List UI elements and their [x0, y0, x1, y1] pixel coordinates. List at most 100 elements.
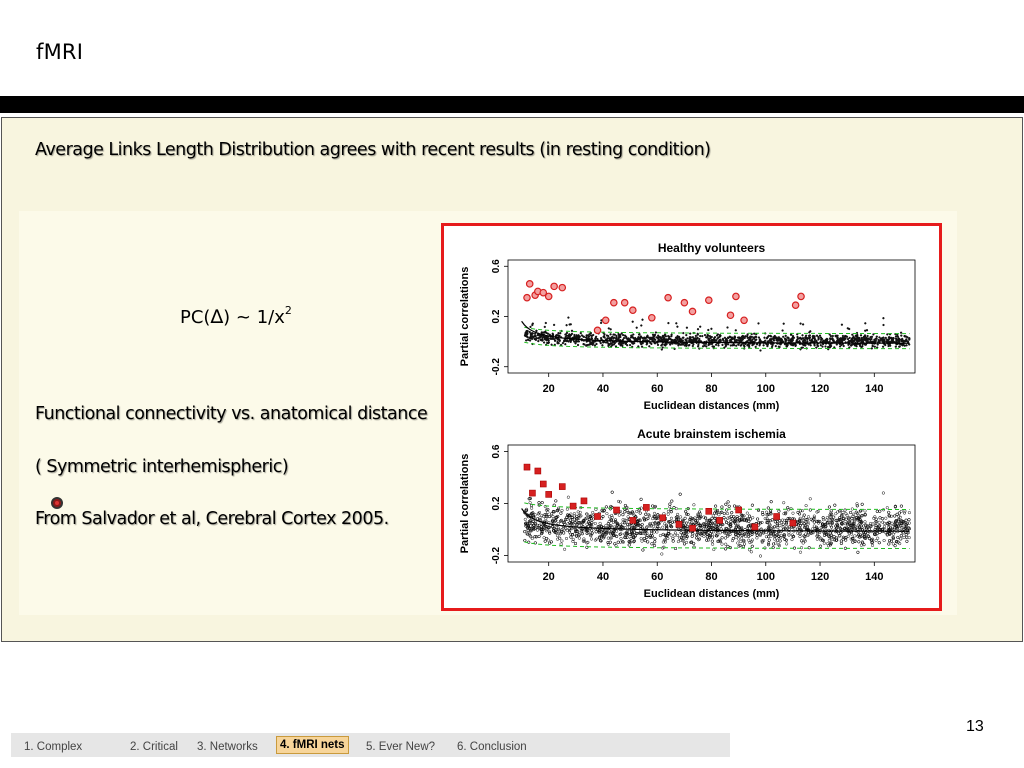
data-point: [648, 336, 652, 340]
data-point: [567, 316, 570, 319]
data-point: [625, 505, 629, 509]
data-point: [881, 345, 885, 348]
data-point: [896, 535, 900, 540]
text-line-symmetric: ( Symmetric interhemispheric): [35, 457, 289, 477]
data-point: [606, 540, 610, 545]
data-point: [874, 517, 878, 521]
data-point: [714, 504, 718, 508]
data-point: [726, 516, 730, 520]
data-point: [773, 537, 777, 541]
data-point: [819, 344, 822, 347]
data-point: [580, 530, 584, 534]
data-point: [725, 508, 729, 512]
data-point: [688, 343, 691, 347]
data-point: [799, 336, 802, 339]
data-point: [558, 532, 562, 536]
data-point: [830, 517, 834, 522]
data-point: [547, 525, 551, 529]
data-point: [856, 550, 860, 554]
data-point: [621, 333, 625, 337]
data-point: [748, 338, 752, 341]
data-point: [836, 336, 839, 339]
data-point: [769, 509, 773, 513]
data-point: [622, 336, 626, 340]
data-point: [585, 516, 589, 520]
data-point: [846, 337, 850, 341]
data-point: [560, 529, 564, 533]
nav-item-complex[interactable]: 1. Complex: [24, 741, 83, 753]
data-point: [653, 334, 656, 337]
data-point: [841, 511, 845, 515]
data-point: [710, 516, 714, 520]
data-point: [740, 343, 743, 346]
data-point: [744, 534, 748, 538]
data-point: [578, 510, 582, 514]
data-point: [815, 519, 819, 523]
data-point: [697, 343, 700, 347]
data-point: [895, 339, 898, 342]
data-point: [827, 534, 831, 538]
data-point: [646, 516, 650, 520]
data-point: [722, 511, 726, 516]
data-point: [882, 323, 885, 327]
data-point: [667, 321, 670, 325]
data-point: [684, 509, 688, 514]
data-point: [880, 517, 885, 521]
data-point: [782, 322, 785, 325]
nav-item-networks[interactable]: 3. Networks: [197, 741, 258, 753]
data-point: [628, 343, 632, 347]
data-point: [870, 543, 875, 547]
data-point: [828, 518, 832, 522]
data-point: [640, 345, 644, 348]
data-point: [855, 504, 859, 508]
nav-item-ever-new[interactable]: 5. Ever New?: [366, 741, 436, 753]
data-point: [605, 512, 609, 516]
data-point: [566, 339, 569, 342]
data-point: [728, 532, 732, 537]
data-point: [567, 514, 571, 518]
data-point: [864, 343, 867, 346]
data-point: [812, 515, 816, 520]
data-point: [850, 339, 853, 342]
data-point: [614, 337, 618, 340]
data-point: [840, 521, 844, 525]
data-point: [898, 345, 901, 348]
data-point: [561, 341, 565, 345]
data-point: [893, 523, 898, 527]
data-point: [855, 515, 859, 519]
data-point: [739, 517, 743, 522]
data-point: [863, 509, 867, 513]
data-point: [619, 536, 623, 541]
data-point: [586, 528, 590, 533]
data-point: [888, 539, 892, 543]
nav-item-fmri-nets[interactable]: 4. fMRI nets: [276, 736, 349, 754]
data-point: [685, 333, 688, 337]
data-point: [891, 542, 895, 546]
data-point: [609, 333, 612, 336]
data-point: [657, 522, 661, 526]
data-point: [543, 504, 547, 509]
data-point: [708, 532, 712, 536]
data-point: [653, 521, 657, 525]
data-point: [859, 521, 863, 525]
data-point: [904, 523, 908, 527]
data-point: [543, 325, 546, 329]
data-point: [643, 336, 646, 339]
data-point: [728, 524, 732, 528]
data-point: [578, 335, 581, 338]
data-point: [621, 521, 625, 525]
data-point: [668, 505, 672, 509]
nav-item-critical[interactable]: 2. Critical: [130, 741, 178, 753]
data-point: [757, 322, 760, 325]
data-point: [825, 520, 829, 525]
data-point: [802, 534, 806, 538]
data-point: [845, 521, 849, 525]
data-point: [560, 528, 564, 532]
data-point: [526, 338, 530, 341]
nav-item-conclusion[interactable]: 6. Conclusion: [457, 741, 527, 753]
highlighted-point: [648, 313, 656, 322]
highlighted-point: [539, 288, 548, 297]
data-point: [723, 336, 727, 339]
data-point: [645, 525, 649, 529]
highlighted-point: [705, 507, 713, 515]
